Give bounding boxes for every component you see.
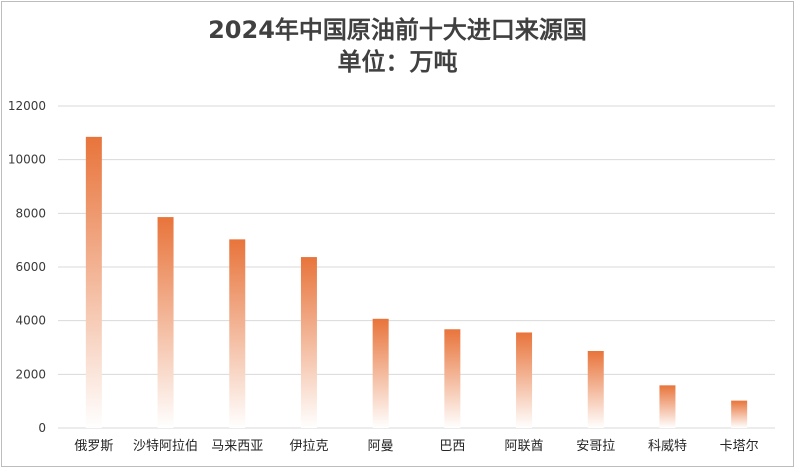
x-category-label: 伊拉克 — [289, 439, 328, 454]
bar-0 — [85, 136, 102, 428]
x-category-label: 科威特 — [648, 439, 687, 454]
chart-title-block: 2024年中国原油前十大进口来源国 单位：万吨 — [0, 14, 795, 78]
bar-9 — [731, 400, 748, 428]
chart-title: 2024年中国原油前十大进口来源国 — [208, 16, 587, 44]
x-category-label: 阿曼 — [368, 439, 394, 454]
x-category-label: 马来西亚 — [211, 439, 263, 454]
bar-5 — [444, 329, 461, 428]
x-category-label: 俄罗斯 — [74, 439, 113, 454]
gridlines — [58, 105, 775, 429]
bar-7 — [587, 350, 604, 428]
bar-4 — [372, 318, 389, 428]
y-tick-label: 10000 — [8, 153, 46, 167]
y-tick-label: 0 — [38, 421, 46, 435]
chart-subtitle: 单位：万吨 — [337, 48, 458, 76]
x-axis-labels: 俄罗斯 沙特阿拉伯 马来西亚 伊拉克 阿曼 巴西 阿联酋 安哥拉 科威特 卡塔尔 — [74, 438, 758, 454]
y-axis-ticks: 0 2000 4000 6000 8000 10000 12000 — [8, 99, 46, 435]
bar-8 — [659, 385, 676, 428]
x-category-label: 卡塔尔 — [720, 439, 759, 454]
x-category-label: 巴西 — [439, 439, 465, 454]
y-tick-label: 6000 — [15, 260, 46, 274]
bars — [85, 136, 748, 428]
x-category-label: 阿联酋 — [505, 438, 544, 454]
x-category-label: 沙特阿拉伯 — [133, 439, 198, 454]
y-tick-label: 4000 — [15, 314, 46, 328]
x-category-label: 安哥拉 — [576, 439, 615, 454]
y-tick-label: 12000 — [8, 99, 46, 113]
bar-1 — [157, 217, 174, 428]
bar-6 — [516, 332, 533, 428]
bar-2 — [229, 239, 246, 428]
y-tick-label: 8000 — [15, 206, 46, 220]
y-tick-label: 2000 — [15, 367, 46, 381]
bar-3 — [300, 257, 317, 428]
